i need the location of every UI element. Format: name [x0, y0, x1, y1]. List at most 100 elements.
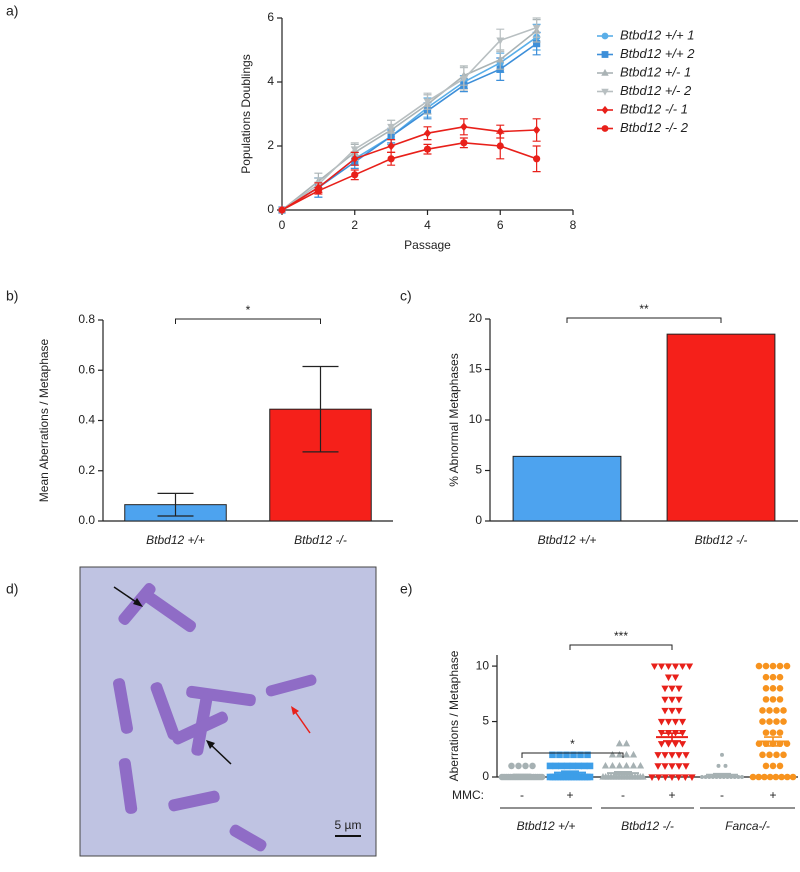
- marker: [577, 751, 584, 759]
- x-tick-label: Btbd12 -/-: [695, 533, 748, 547]
- marker: [749, 773, 757, 781]
- sem-bar: [614, 770, 632, 776]
- marker: [678, 729, 687, 737]
- marker: [655, 774, 663, 781]
- marker: [423, 145, 432, 153]
- marker: [671, 663, 680, 671]
- marker: [773, 751, 780, 759]
- sem-bar: [561, 770, 579, 775]
- marker: [552, 762, 560, 770]
- marker: [657, 729, 666, 737]
- panel-label: e): [400, 581, 412, 597]
- sem-bar: [663, 732, 681, 742]
- marker: [769, 729, 777, 736]
- y-tick-label: 0.2: [78, 463, 95, 477]
- marker: [707, 775, 712, 779]
- legend-marker: [601, 68, 609, 76]
- significance-bracket: [521, 752, 624, 758]
- marker: [671, 718, 680, 726]
- y-tick-label: 0.4: [78, 413, 95, 427]
- significance-bracket: [569, 644, 673, 650]
- marker: [736, 775, 741, 779]
- marker: [759, 751, 766, 759]
- marker: [629, 761, 638, 769]
- legend-label: Btbd12 +/- 2: [620, 83, 692, 98]
- marker: [671, 741, 680, 748]
- y-tick-label: 0.0: [78, 513, 95, 527]
- y-tick-label: 15: [469, 362, 483, 376]
- marker: [615, 739, 624, 747]
- error-bar: [157, 492, 194, 517]
- significance-label: ***: [614, 629, 628, 643]
- marker: [622, 761, 631, 769]
- marker: [650, 663, 659, 671]
- marker: [723, 763, 728, 768]
- marker: [533, 125, 541, 135]
- marker: [622, 750, 631, 758]
- marker: [639, 773, 647, 780]
- marker: [700, 775, 704, 779]
- group-label: Btbd12 +/+: [517, 819, 576, 833]
- marker: [776, 673, 784, 681]
- marker: [703, 775, 708, 779]
- mmc-value: -: [520, 788, 524, 802]
- marker: [584, 751, 591, 759]
- marker: [423, 128, 432, 138]
- series-line: [281, 26, 537, 211]
- y-axis-label: % Abnormal Metaphases: [447, 353, 461, 486]
- marker: [675, 696, 683, 704]
- marker: [780, 718, 787, 725]
- marker: [671, 674, 680, 682]
- marker: [460, 122, 468, 132]
- marker: [773, 707, 780, 714]
- y-tick-label: 20: [469, 311, 483, 325]
- y-tick-label: 5: [482, 714, 489, 728]
- marker: [783, 773, 791, 781]
- significance-label: *: [246, 303, 251, 317]
- marker: [766, 718, 773, 725]
- y-tick-label: 5: [475, 463, 482, 477]
- marker: [522, 762, 529, 770]
- marker: [629, 750, 638, 758]
- marker: [675, 685, 683, 693]
- marker: [601, 761, 610, 769]
- marker: [761, 773, 768, 781]
- marker: [678, 741, 687, 748]
- marker: [508, 762, 515, 770]
- x-tick-label: Btbd12 -/-: [294, 533, 347, 547]
- marker: [608, 761, 617, 769]
- y-tick-label: 2: [267, 138, 274, 152]
- marker: [657, 741, 666, 748]
- mmc-value: -: [720, 788, 724, 802]
- marker: [575, 762, 582, 770]
- marker: [586, 773, 594, 781]
- marker: [496, 142, 504, 150]
- marker: [769, 684, 777, 692]
- marker: [569, 762, 577, 770]
- marker: [776, 684, 784, 692]
- bar: [512, 455, 622, 522]
- marker: [615, 750, 624, 758]
- x-tick-label: Btbd12 +/+: [146, 533, 205, 547]
- marker: [556, 751, 563, 759]
- marker: [563, 751, 570, 759]
- significance-bracket: [566, 317, 722, 323]
- marker: [789, 773, 797, 781]
- x-tick-label: 4: [424, 218, 431, 232]
- x-tick-label: 6: [497, 218, 504, 232]
- marker: [668, 696, 676, 704]
- marker: [773, 718, 780, 725]
- y-axis-label: Mean Aberrations / Metaphase: [37, 338, 51, 502]
- y-tick-label: 10: [469, 412, 483, 426]
- legend-marker: [601, 51, 609, 58]
- arrows: [113, 586, 311, 765]
- mmc-label: MMC:: [452, 788, 484, 802]
- marker: [762, 673, 770, 681]
- y-tick-label: 0.6: [78, 362, 95, 376]
- bar: [666, 333, 776, 522]
- panel-label: c): [400, 288, 412, 304]
- marker: [732, 775, 737, 779]
- y-axis-label: Populations Doublings: [239, 54, 253, 173]
- marker: [668, 707, 676, 715]
- legend-label: Btbd12 -/- 2: [620, 120, 689, 135]
